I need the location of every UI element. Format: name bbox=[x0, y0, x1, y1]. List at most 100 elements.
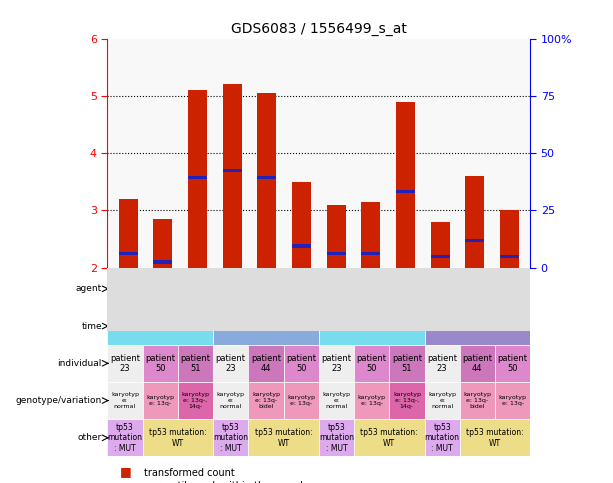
Text: karyotyp
e:
normal: karyotyp e: normal bbox=[428, 392, 456, 409]
Text: individual: individual bbox=[58, 359, 102, 368]
Text: hour 20: hour 20 bbox=[246, 321, 286, 331]
Bar bbox=[465, 176, 484, 268]
Text: other: other bbox=[78, 433, 102, 442]
Text: percentile rank within the sample: percentile rank within the sample bbox=[144, 481, 309, 483]
Bar bbox=[257, 93, 276, 268]
Text: ■: ■ bbox=[120, 481, 131, 483]
FancyBboxPatch shape bbox=[142, 419, 213, 456]
Text: BV6: BV6 bbox=[202, 284, 224, 294]
Text: karyotyp
e: 13q-,
14q-: karyotyp e: 13q-, 14q- bbox=[181, 392, 210, 409]
FancyBboxPatch shape bbox=[495, 382, 530, 419]
Text: genotype/variation: genotype/variation bbox=[16, 396, 102, 405]
Bar bbox=[361, 252, 380, 255]
FancyBboxPatch shape bbox=[107, 382, 142, 419]
Text: karyotyp
e: 13q-
bidel: karyotyp e: 13q- bidel bbox=[252, 392, 280, 409]
FancyBboxPatch shape bbox=[424, 308, 530, 345]
FancyBboxPatch shape bbox=[460, 419, 530, 456]
FancyBboxPatch shape bbox=[283, 382, 319, 419]
Text: ■: ■ bbox=[120, 465, 131, 478]
Text: karyotyp
e:
normal: karyotyp e: normal bbox=[111, 392, 139, 409]
Text: tp53 mutation:
WT: tp53 mutation: WT bbox=[466, 428, 524, 448]
Bar bbox=[292, 182, 311, 268]
Text: karyotyp
e: 13q-: karyotyp e: 13q- bbox=[146, 395, 174, 406]
FancyBboxPatch shape bbox=[319, 345, 354, 382]
Text: patient
50: patient 50 bbox=[145, 354, 175, 373]
Bar bbox=[430, 255, 450, 258]
FancyBboxPatch shape bbox=[319, 419, 354, 456]
Text: patient
50: patient 50 bbox=[286, 354, 316, 373]
Text: patient
51: patient 51 bbox=[392, 354, 422, 373]
FancyBboxPatch shape bbox=[389, 382, 424, 419]
Text: tp53
mutation
: MUT: tp53 mutation : MUT bbox=[319, 423, 354, 453]
Bar bbox=[327, 252, 346, 255]
Text: karyotyp
e: 13q-
bidel: karyotyp e: 13q- bidel bbox=[463, 392, 492, 409]
FancyBboxPatch shape bbox=[460, 382, 495, 419]
Text: patient
23: patient 23 bbox=[110, 354, 140, 373]
FancyBboxPatch shape bbox=[178, 382, 213, 419]
FancyBboxPatch shape bbox=[107, 419, 142, 456]
Bar bbox=[396, 101, 415, 268]
Bar bbox=[188, 90, 207, 268]
FancyBboxPatch shape bbox=[424, 419, 460, 456]
FancyBboxPatch shape bbox=[389, 345, 424, 382]
Text: tp53 mutation:
WT: tp53 mutation: WT bbox=[149, 428, 207, 448]
Bar bbox=[430, 222, 450, 268]
Text: tp53
mutation
: MUT: tp53 mutation : MUT bbox=[107, 423, 142, 453]
Text: DMSO control: DMSO control bbox=[386, 284, 463, 294]
Text: tp53
mutation
: MUT: tp53 mutation : MUT bbox=[213, 423, 248, 453]
Title: GDS6083 / 1556499_s_at: GDS6083 / 1556499_s_at bbox=[231, 22, 406, 36]
Bar bbox=[153, 260, 172, 264]
Text: tp53 mutation:
WT: tp53 mutation: WT bbox=[254, 428, 313, 448]
FancyBboxPatch shape bbox=[495, 345, 530, 382]
FancyBboxPatch shape bbox=[107, 345, 142, 382]
FancyBboxPatch shape bbox=[213, 419, 248, 456]
Bar bbox=[257, 175, 276, 179]
FancyBboxPatch shape bbox=[213, 345, 248, 382]
FancyBboxPatch shape bbox=[354, 419, 424, 456]
FancyBboxPatch shape bbox=[283, 345, 319, 382]
Text: hour 20: hour 20 bbox=[457, 321, 498, 331]
Text: patient
23: patient 23 bbox=[321, 354, 351, 373]
FancyBboxPatch shape bbox=[354, 382, 389, 419]
Text: patient
50: patient 50 bbox=[357, 354, 387, 373]
Bar bbox=[188, 175, 207, 179]
FancyBboxPatch shape bbox=[248, 345, 283, 382]
Text: karyotyp
e: 13q-: karyotyp e: 13q- bbox=[498, 395, 527, 406]
Text: tp53 mutation:
WT: tp53 mutation: WT bbox=[360, 428, 418, 448]
Text: time: time bbox=[82, 322, 102, 330]
Text: patient
23: patient 23 bbox=[216, 354, 246, 373]
FancyBboxPatch shape bbox=[248, 419, 319, 456]
Text: patient
44: patient 44 bbox=[462, 354, 492, 373]
Bar bbox=[292, 244, 311, 248]
Bar bbox=[465, 239, 484, 242]
Bar bbox=[118, 199, 137, 268]
FancyBboxPatch shape bbox=[178, 345, 213, 382]
Bar bbox=[223, 85, 242, 268]
Text: transformed count: transformed count bbox=[144, 468, 235, 478]
Text: hour 4: hour 4 bbox=[143, 321, 177, 331]
FancyBboxPatch shape bbox=[213, 382, 248, 419]
FancyBboxPatch shape bbox=[319, 270, 530, 308]
Text: karyotyp
e:
normal: karyotyp e: normal bbox=[216, 392, 245, 409]
FancyBboxPatch shape bbox=[248, 382, 283, 419]
Text: patient
44: patient 44 bbox=[251, 354, 281, 373]
Bar bbox=[500, 255, 519, 258]
Text: karyotyp
e: 13q-,
14q-: karyotyp e: 13q-, 14q- bbox=[393, 392, 421, 409]
Text: karyotyp
e: 13q-: karyotyp e: 13q- bbox=[287, 395, 315, 406]
Text: patient
51: patient 51 bbox=[180, 354, 210, 373]
FancyBboxPatch shape bbox=[319, 308, 424, 345]
Bar bbox=[361, 202, 380, 268]
FancyBboxPatch shape bbox=[107, 270, 319, 308]
Bar bbox=[153, 219, 172, 268]
FancyBboxPatch shape bbox=[213, 308, 319, 345]
Text: agent: agent bbox=[76, 284, 102, 293]
FancyBboxPatch shape bbox=[460, 345, 495, 382]
FancyBboxPatch shape bbox=[354, 345, 389, 382]
FancyBboxPatch shape bbox=[107, 308, 213, 345]
FancyBboxPatch shape bbox=[424, 382, 460, 419]
Bar bbox=[396, 190, 415, 193]
FancyBboxPatch shape bbox=[319, 382, 354, 419]
Text: karyotyp
e: 13q-: karyotyp e: 13q- bbox=[357, 395, 386, 406]
Bar bbox=[500, 211, 519, 268]
FancyBboxPatch shape bbox=[142, 345, 178, 382]
